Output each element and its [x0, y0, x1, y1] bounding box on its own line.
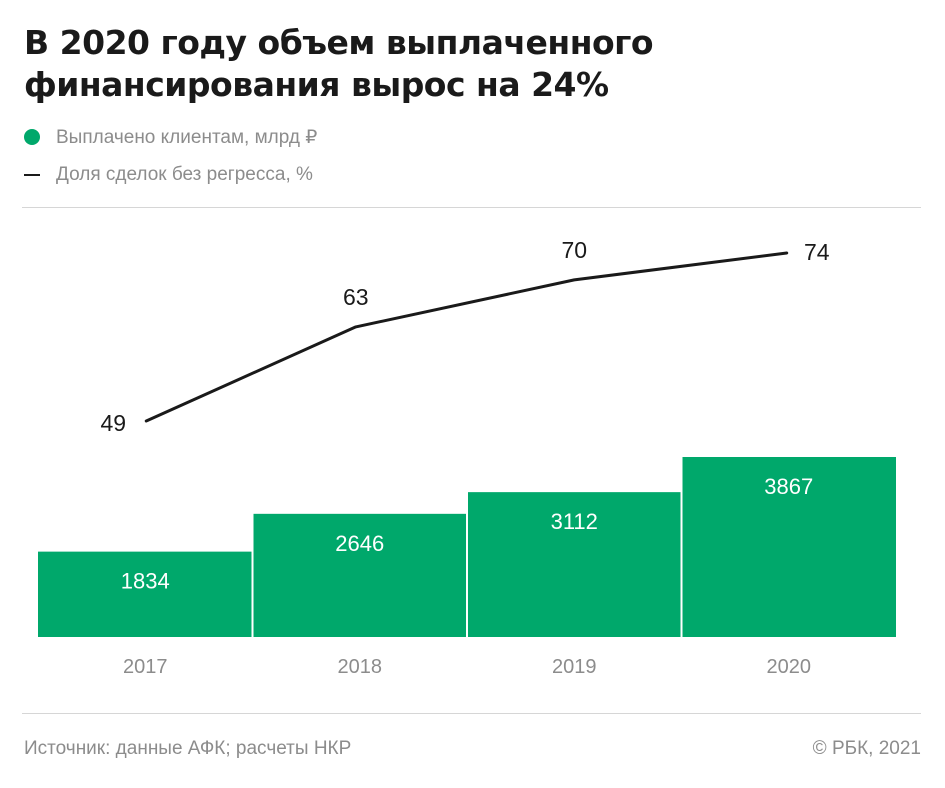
x-tick-label-2019: 2019 — [552, 656, 597, 678]
legend-dot-icon — [24, 129, 40, 145]
line-value-label-2019: 70 — [561, 237, 587, 263]
bar-2020 — [682, 457, 896, 637]
line-value-label-2020: 74 — [804, 239, 830, 265]
bar-value-label-2019: 3112 — [551, 509, 598, 534]
legend-item-bars: Выплачено клиентам, млрд ₽ — [24, 118, 317, 156]
bar-2017 — [38, 551, 252, 637]
bottom-divider — [22, 713, 921, 714]
x-tick-label-2018: 2018 — [338, 656, 383, 678]
legend-label-line: Доля сделок без регресса, % — [56, 164, 313, 185]
legend-line-icon — [24, 174, 40, 176]
legend-label-bars: Выплачено клиентам, млрд ₽ — [56, 126, 318, 148]
bar-2019 — [468, 492, 681, 637]
chart-plot: 1834 2646 3112 3867 2017 2018 2019 2020 49 63 70 74 — [38, 237, 896, 678]
bar-value-label-2017: 1834 — [121, 569, 170, 594]
x-tick-label-2020: 2020 — [767, 656, 812, 678]
line-value-label-2018: 63 — [343, 284, 369, 310]
line-series-no-recourse-share — [144, 251, 789, 423]
line-value-label-2017: 49 — [100, 410, 126, 436]
legend-item-line: Доля сделок без регресса, % — [24, 156, 317, 194]
bar-2018 — [253, 513, 466, 637]
bar-value-label-2020: 3867 — [764, 474, 813, 499]
x-tick-label-2017: 2017 — [123, 656, 168, 678]
bar-value-label-2018: 2646 — [335, 531, 384, 556]
chart-title: В 2020 году объем выплаченного финансиро… — [24, 23, 654, 104]
legend: Выплачено клиентам, млрд ₽ Доля сделок б… — [24, 118, 317, 194]
top-divider — [22, 207, 921, 208]
source-note: Источник: данные АФК; расчеты НКР — [24, 738, 352, 759]
copyright: © РБК, 2021 — [812, 738, 921, 759]
